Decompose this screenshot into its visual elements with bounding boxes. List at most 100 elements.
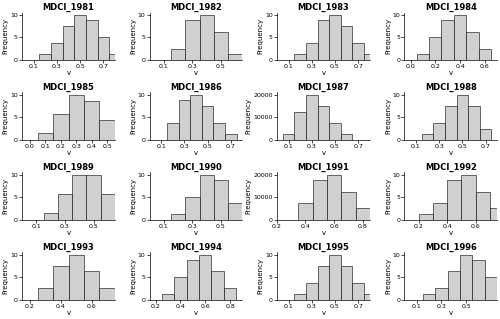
Bar: [364, 54, 376, 60]
Bar: [68, 255, 84, 300]
Bar: [214, 180, 228, 220]
Bar: [485, 277, 497, 300]
Title: MDCI_1996: MDCI_1996: [425, 242, 476, 252]
Bar: [109, 54, 121, 60]
Y-axis label: Frequency: Frequency: [3, 98, 9, 134]
Y-axis label: Frequency: Frequency: [3, 258, 9, 294]
Bar: [434, 123, 445, 140]
X-axis label: v: v: [322, 70, 326, 77]
Bar: [84, 101, 100, 140]
X-axis label: v: v: [448, 70, 453, 77]
Bar: [228, 203, 242, 220]
Title: MDCI_1981: MDCI_1981: [42, 3, 94, 12]
Y-axis label: Frequency: Frequency: [130, 178, 136, 214]
Y-axis label: Frequency: Frequency: [385, 18, 391, 54]
Bar: [433, 203, 447, 220]
Title: MDCI_1986: MDCI_1986: [170, 83, 222, 92]
X-axis label: v: v: [448, 310, 453, 316]
Bar: [86, 175, 101, 220]
Y-axis label: Frequency: Frequency: [130, 258, 136, 294]
Bar: [200, 15, 214, 60]
Bar: [327, 175, 341, 220]
Bar: [162, 294, 174, 300]
Bar: [472, 260, 485, 300]
Bar: [490, 209, 500, 220]
Bar: [44, 213, 58, 220]
Bar: [460, 255, 472, 300]
Title: MDCI_1990: MDCI_1990: [170, 163, 222, 172]
Y-axis label: Frequency: Frequency: [130, 18, 136, 54]
Bar: [38, 288, 53, 300]
Bar: [422, 134, 434, 140]
Bar: [178, 100, 190, 140]
Title: MDCI_1983: MDCI_1983: [298, 3, 349, 12]
Bar: [423, 294, 436, 300]
Title: MDCI_1988: MDCI_1988: [425, 83, 476, 92]
X-axis label: v: v: [66, 70, 70, 77]
Title: MDCI_1993: MDCI_1993: [42, 242, 94, 252]
Title: MDCI_1995: MDCI_1995: [298, 242, 350, 252]
X-axis label: v: v: [194, 70, 198, 77]
Title: MDCI_1989: MDCI_1989: [42, 163, 94, 172]
Bar: [312, 180, 327, 220]
X-axis label: v: v: [66, 310, 70, 316]
Y-axis label: Frequency: Frequency: [3, 178, 9, 214]
Bar: [294, 294, 306, 300]
Bar: [418, 214, 433, 220]
Bar: [100, 194, 115, 220]
Bar: [318, 106, 329, 140]
Bar: [228, 54, 242, 60]
Bar: [185, 197, 200, 220]
X-axis label: v: v: [194, 150, 198, 156]
Bar: [341, 266, 352, 300]
Title: MDCI_1985: MDCI_1985: [42, 83, 94, 92]
Y-axis label: Frequency: Frequency: [258, 18, 264, 54]
Bar: [306, 95, 318, 140]
Bar: [225, 134, 236, 140]
Bar: [476, 192, 490, 220]
Bar: [58, 194, 72, 220]
Bar: [190, 95, 202, 140]
Bar: [84, 271, 100, 300]
Bar: [364, 294, 376, 300]
Bar: [171, 214, 185, 220]
Y-axis label: Frequency: Frequency: [246, 178, 252, 214]
Bar: [306, 283, 318, 300]
Bar: [436, 288, 448, 300]
Bar: [212, 271, 224, 300]
Bar: [329, 15, 341, 60]
Y-axis label: Frequency: Frequency: [246, 98, 252, 134]
Bar: [186, 260, 199, 300]
Bar: [341, 192, 355, 220]
Bar: [167, 123, 178, 140]
Bar: [171, 48, 185, 60]
Bar: [462, 175, 476, 220]
Bar: [456, 95, 468, 140]
Bar: [478, 48, 491, 60]
Bar: [86, 20, 98, 60]
Bar: [40, 54, 51, 60]
Bar: [282, 134, 294, 140]
X-axis label: v: v: [66, 150, 70, 156]
Bar: [466, 32, 478, 60]
Y-axis label: Frequency: Frequency: [130, 98, 136, 134]
Bar: [100, 121, 115, 140]
Bar: [72, 175, 86, 220]
Bar: [185, 20, 200, 60]
Bar: [214, 32, 228, 60]
Y-axis label: Frequency: Frequency: [3, 18, 9, 54]
Bar: [214, 123, 225, 140]
Bar: [356, 209, 370, 220]
Bar: [454, 15, 466, 60]
Bar: [100, 288, 115, 300]
Bar: [51, 43, 62, 60]
Title: MDCI_1984: MDCI_1984: [425, 3, 476, 12]
Title: MDCI_1982: MDCI_1982: [170, 3, 222, 12]
Bar: [53, 114, 68, 140]
Bar: [318, 266, 329, 300]
Bar: [74, 15, 86, 60]
Y-axis label: Frequency: Frequency: [385, 178, 391, 214]
X-axis label: v: v: [322, 230, 326, 236]
Bar: [468, 106, 480, 140]
Bar: [329, 123, 341, 140]
